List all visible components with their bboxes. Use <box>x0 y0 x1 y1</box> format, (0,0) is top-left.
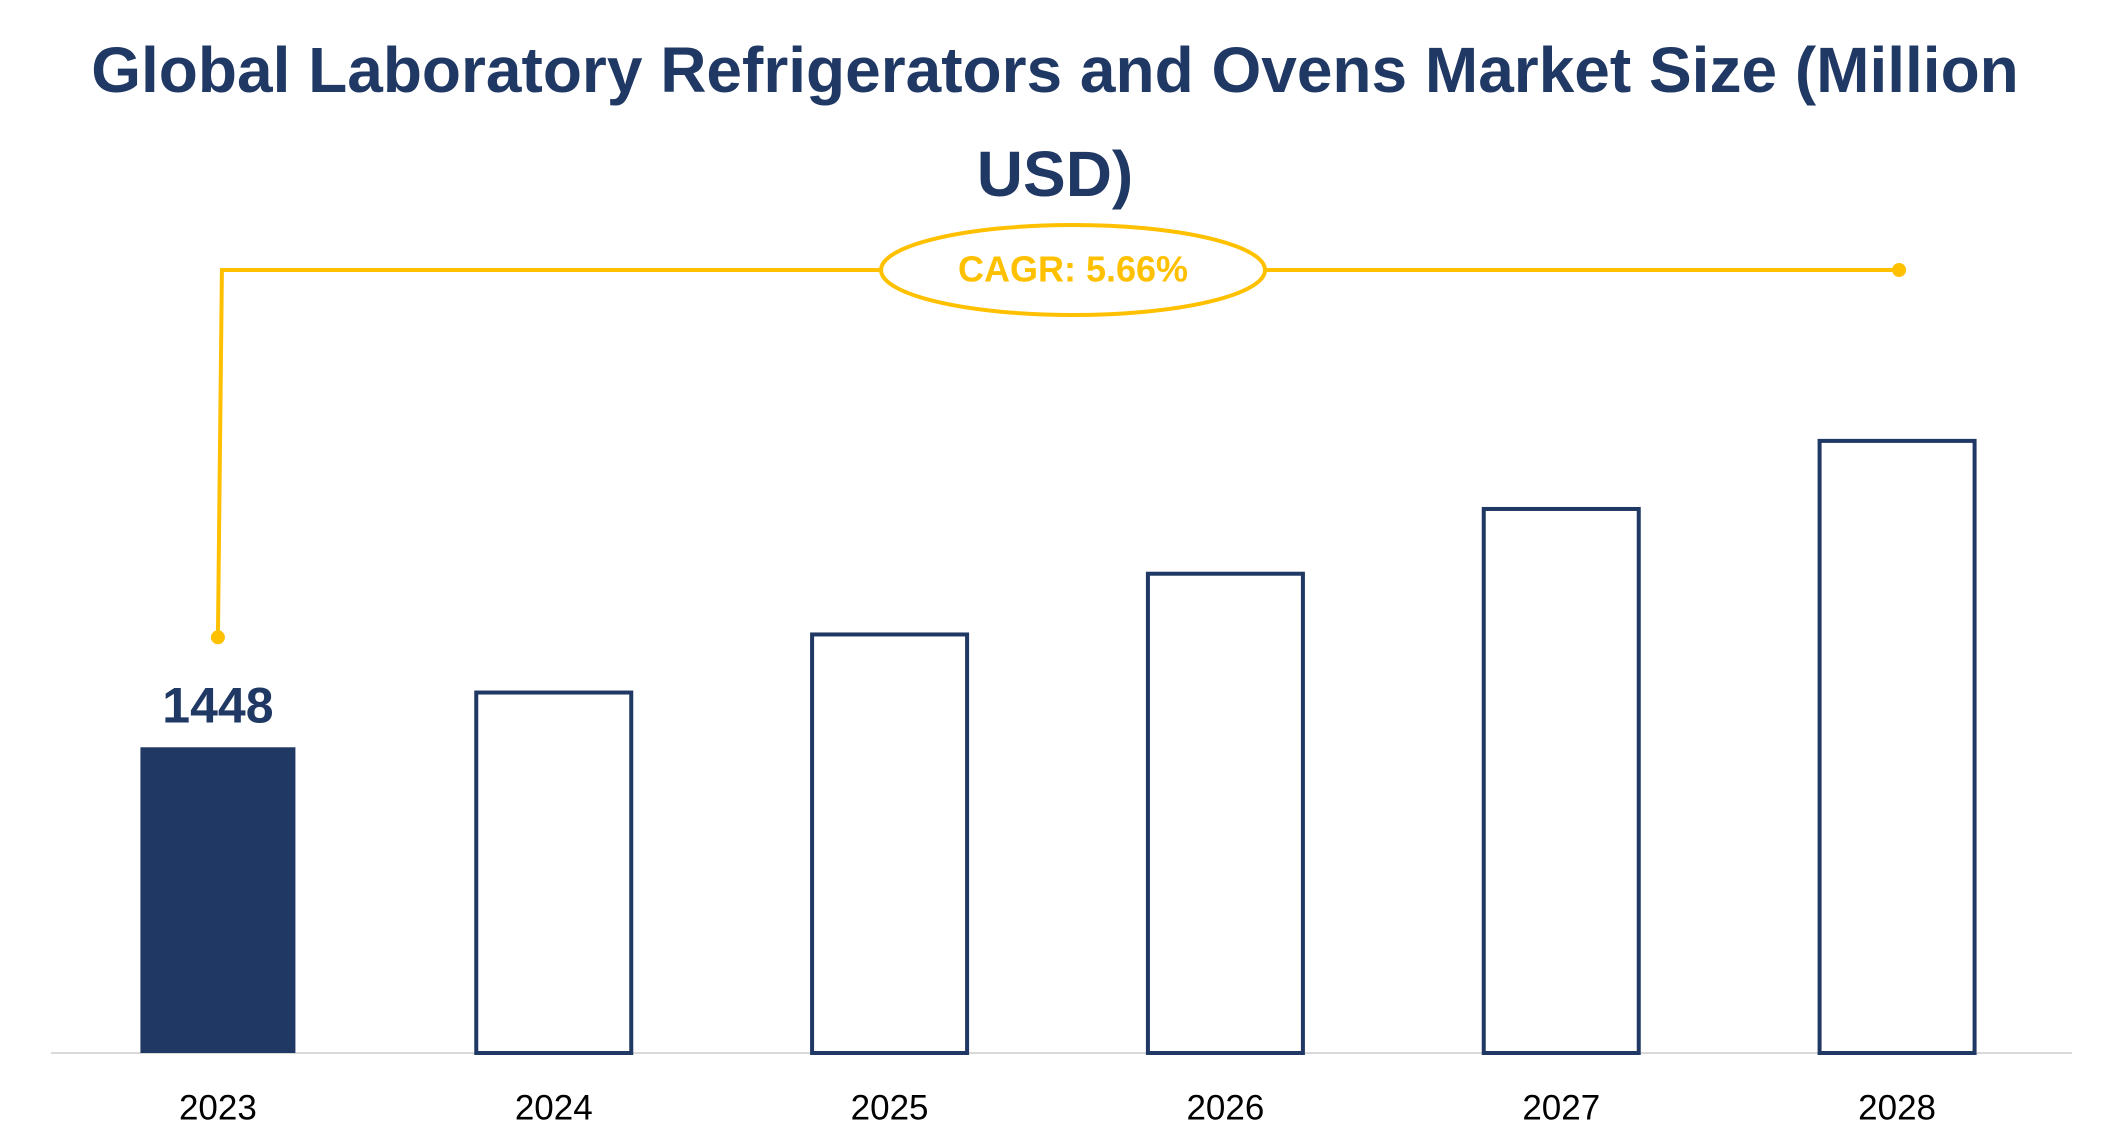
x-tick-label: 2027 <box>1522 1088 1600 1127</box>
x-tick-label: 2025 <box>851 1088 929 1127</box>
chart-title: Global Laboratory Refrigerators and Oven… <box>91 34 2019 210</box>
cagr-label: CAGR: 5.66% <box>958 249 1188 290</box>
x-tick-label: 2024 <box>515 1088 593 1127</box>
x-tick-label: 2026 <box>1186 1088 1264 1127</box>
bar <box>140 747 296 1053</box>
cagr-line <box>215 268 1900 638</box>
x-tick-label: 2028 <box>1858 1088 1936 1127</box>
cagr-ellipse <box>879 223 1267 317</box>
bar <box>1145 571 1305 1056</box>
cagr-dot <box>1892 263 1907 277</box>
bar <box>1481 506 1641 1055</box>
bar <box>1817 438 1977 1056</box>
value-label: 1448 <box>162 677 273 733</box>
bar <box>810 632 970 1055</box>
x-tick-label: 2023 <box>179 1088 257 1127</box>
cagr-dot <box>210 630 225 645</box>
bar <box>474 690 634 1055</box>
